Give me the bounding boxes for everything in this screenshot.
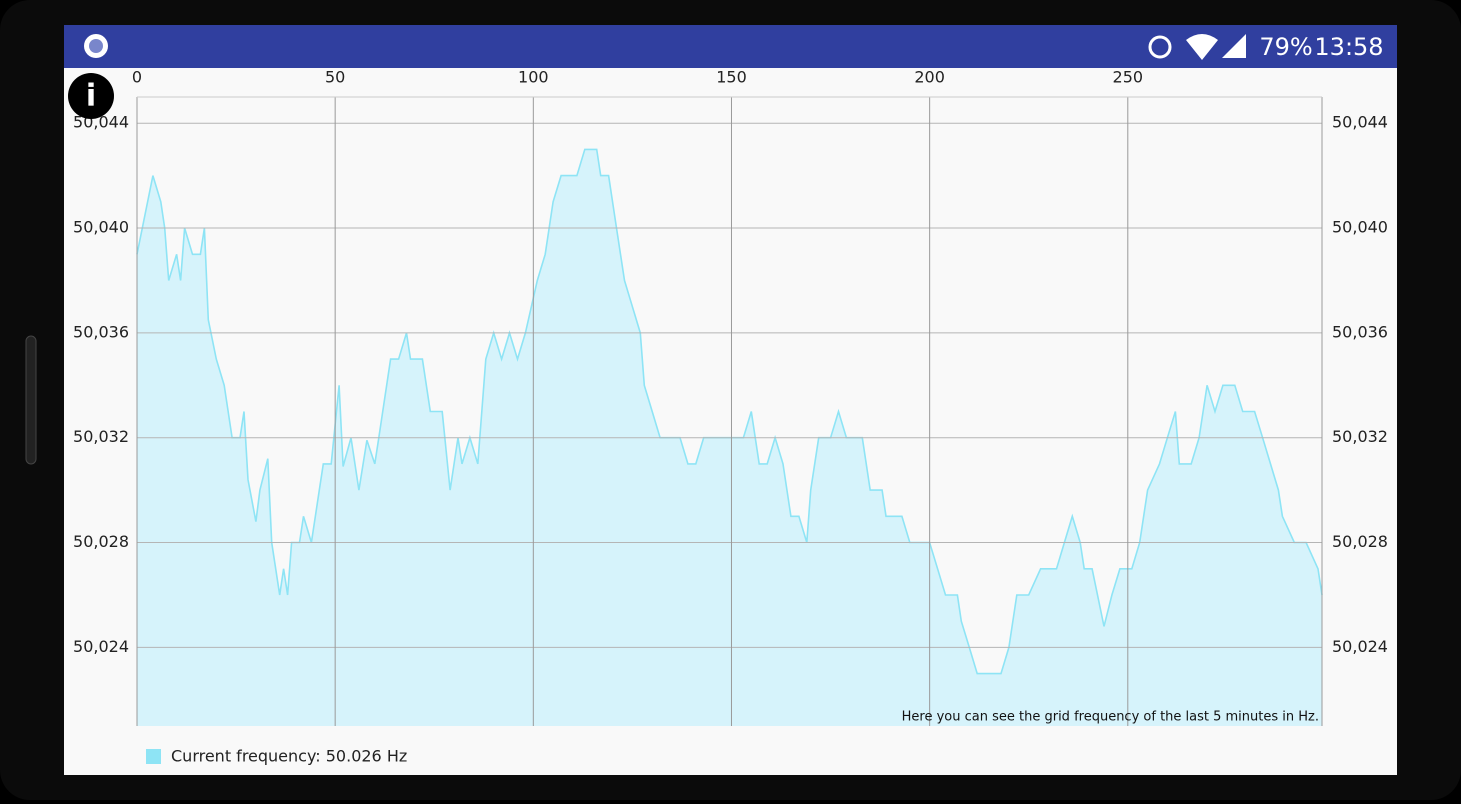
x-tick-label: 50 [325, 68, 345, 87]
side-button [25, 335, 37, 465]
x-tick-label: 100 [518, 68, 549, 87]
info-button[interactable] [68, 73, 114, 119]
y-tick-label: 50,024 [73, 637, 129, 656]
y2-tick-label: 50,040 [1332, 218, 1388, 237]
y2-tick-label: 50,044 [1332, 113, 1388, 132]
y-tick-label: 50,032 [73, 427, 129, 446]
battery-text: 79% [1259, 33, 1312, 61]
annotation: Here you can see the grid frequency of t… [902, 710, 1319, 725]
area [137, 149, 1322, 726]
plot: 50,024 50,024 50,028 50,028 50,032 50,032 50,0… [73, 68, 1388, 766]
x-tick-label: 250 [1113, 68, 1144, 87]
line [136, 148, 1323, 675]
signal-icon [1222, 34, 1246, 58]
clock-text: 13:58 [1314, 33, 1383, 61]
legend-label: Current frequency: 50.026 Hz [171, 747, 407, 766]
y2-tick-label: 50,028 [1332, 532, 1388, 551]
x-tick-label: 150 [716, 68, 747, 87]
status-bar [64, 25, 1397, 68]
legend-swatch [146, 749, 161, 764]
y-tick-label: 50,036 [73, 322, 129, 341]
y2-tick-label: 50,024 [1332, 637, 1388, 656]
x-tick-label: 0 [132, 68, 142, 87]
y2-tick-label: 50,036 [1332, 322, 1388, 341]
y2-tick-label: 50,032 [1332, 427, 1388, 446]
alarm-icon [1148, 35, 1172, 59]
info-icon[interactable]: i [86, 79, 96, 114]
y-tick-label: 50,028 [73, 532, 129, 551]
wifi-icon [1186, 34, 1218, 60]
app-icon-inner [89, 39, 103, 53]
y-tick-label: 50,040 [73, 218, 129, 237]
x-tick-label: 200 [914, 68, 945, 87]
